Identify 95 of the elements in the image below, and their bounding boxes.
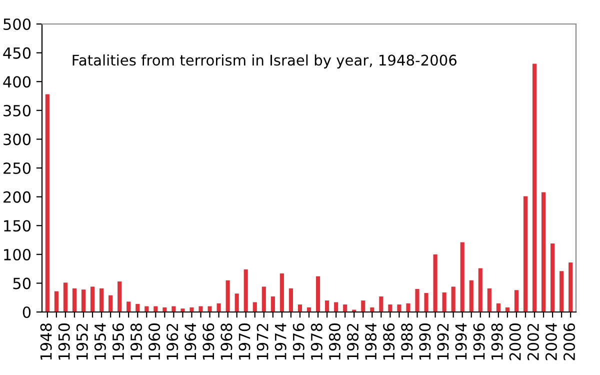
x-tick-label: 1992 <box>437 324 449 360</box>
bar <box>523 196 528 312</box>
x-tick-label: 1956 <box>112 323 124 360</box>
bar <box>190 307 194 312</box>
x-tick-label: 1970 <box>238 323 250 360</box>
bar <box>72 288 77 312</box>
y-tick-label: 50 <box>13 278 31 290</box>
bar <box>343 304 348 312</box>
x-tick-label: 1990 <box>419 323 431 360</box>
bar <box>144 306 149 312</box>
bar <box>288 288 293 312</box>
bar <box>550 243 555 312</box>
bar <box>442 292 446 312</box>
x-tick-label: 1988 <box>401 323 413 360</box>
x-tick-label: 1980 <box>328 323 340 360</box>
x-tick-label: 1954 <box>94 323 106 360</box>
bar <box>424 292 428 312</box>
bar <box>63 282 68 312</box>
x-tick-label: 1972 <box>256 324 268 360</box>
bar <box>316 276 320 312</box>
x-tick-label: 2006 <box>563 323 576 360</box>
bar <box>252 302 257 312</box>
bar <box>568 262 573 312</box>
x-tick-label: 1982 <box>346 324 359 360</box>
y-tick-label: 100 <box>4 248 31 260</box>
y-tick-label: 200 <box>4 191 31 203</box>
x-tick-label: 1964 <box>184 323 196 360</box>
x-tick-label: 1948 <box>40 323 52 360</box>
y-tick-label: 500 <box>4 18 31 30</box>
bar <box>270 296 275 312</box>
x-tick-label: 1966 <box>202 323 214 360</box>
bar <box>54 291 58 312</box>
x-tick-label: 1978 <box>310 323 322 360</box>
x-tick-label: 1962 <box>166 324 178 360</box>
x-tick-label: 1976 <box>292 323 304 360</box>
bar <box>397 304 402 312</box>
x-tick-label: 1984 <box>365 323 377 360</box>
x-tick-label: 1968 <box>220 323 232 360</box>
bar <box>496 303 500 312</box>
bar <box>406 303 410 312</box>
bar <box>478 268 482 312</box>
bar <box>90 286 95 312</box>
bar <box>469 280 474 312</box>
y-tick-label: 250 <box>4 162 31 174</box>
bar <box>433 254 438 312</box>
bar <box>361 300 366 312</box>
bar <box>198 306 203 312</box>
x-tick-label: 1958 <box>130 323 142 360</box>
y-tick-label: 0 <box>22 306 31 318</box>
bar <box>216 303 221 312</box>
bar <box>514 290 518 312</box>
x-tick-label: 1974 <box>274 323 286 360</box>
y-tick-label: 400 <box>3 76 31 88</box>
bar <box>154 306 158 312</box>
text: Fatalities from terrorism in Israel by year, 1948-2006 <box>72 54 456 68</box>
x-tick-label: 1996 <box>473 323 485 360</box>
bar <box>451 286 456 312</box>
bar <box>118 281 122 312</box>
bar <box>126 302 131 312</box>
bar <box>100 288 104 312</box>
bar <box>541 192 546 312</box>
bar <box>487 288 492 312</box>
bar <box>460 242 464 312</box>
x-tick-label: 2000 <box>509 323 521 360</box>
bar <box>208 306 212 312</box>
bar <box>379 296 384 312</box>
bar <box>415 288 420 312</box>
x-tick-label: 1950 <box>58 323 70 360</box>
x-tick-label: 2004 <box>545 323 557 360</box>
bar <box>234 294 239 312</box>
bar <box>262 286 266 312</box>
x-tick-label: 1998 <box>491 323 503 360</box>
bar <box>560 271 564 312</box>
x-tick-label: 1960 <box>148 323 160 360</box>
bar <box>108 295 113 312</box>
y-tick-label: 350 <box>4 104 31 116</box>
bar <box>388 304 392 312</box>
bar <box>280 273 284 312</box>
bar <box>532 64 537 312</box>
bar <box>136 304 140 312</box>
bar <box>334 302 338 312</box>
y-tick-label: 300 <box>4 134 31 146</box>
bar <box>226 280 230 312</box>
bar <box>81 290 86 312</box>
y-tick-label: 450 <box>3 47 31 59</box>
y-tick-label: 150 <box>4 220 31 232</box>
x-tick-label: 1952 <box>76 324 88 360</box>
bar <box>45 94 50 312</box>
bar <box>325 300 330 312</box>
x-tick-label: 1986 <box>383 323 395 360</box>
bar <box>244 269 248 312</box>
bar <box>298 304 302 312</box>
x-tick-label: 2002 <box>527 324 539 360</box>
x-tick-label: 1994 <box>455 323 467 360</box>
bar <box>172 306 176 312</box>
